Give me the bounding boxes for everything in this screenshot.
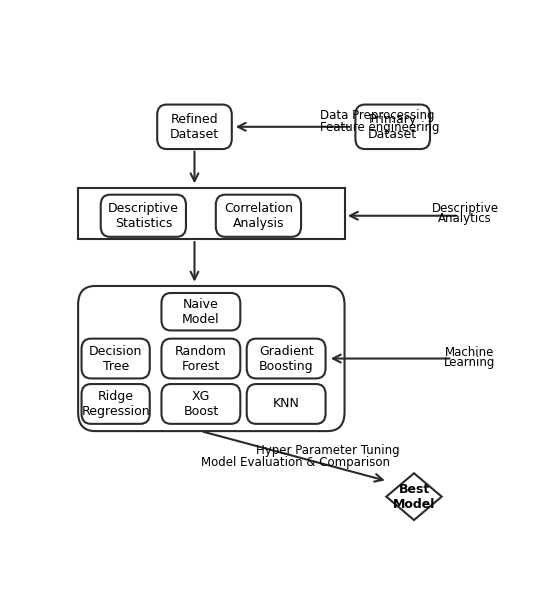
FancyBboxPatch shape (162, 384, 240, 424)
FancyBboxPatch shape (355, 105, 430, 149)
FancyBboxPatch shape (162, 293, 240, 331)
Text: Feature engineering: Feature engineering (320, 121, 440, 134)
FancyBboxPatch shape (81, 384, 150, 424)
Text: Best
Model: Best Model (393, 483, 435, 511)
Text: Model Evaluation & Comparison: Model Evaluation & Comparison (201, 456, 390, 469)
Text: Gradient
Boosting: Gradient Boosting (259, 345, 314, 373)
Text: Descriptive: Descriptive (432, 202, 499, 215)
Text: Refined
Dataset: Refined Dataset (170, 113, 219, 141)
FancyBboxPatch shape (81, 339, 150, 378)
Text: XG
Boost: XG Boost (183, 390, 218, 418)
Text: Data Preprocessing: Data Preprocessing (320, 109, 434, 122)
Text: Analytics: Analytics (438, 212, 492, 224)
Text: Random
Forest: Random Forest (175, 345, 227, 373)
Text: Descriptive
Statistics: Descriptive Statistics (108, 202, 179, 230)
Text: Correlation
Analysis: Correlation Analysis (224, 202, 293, 230)
FancyBboxPatch shape (216, 195, 301, 237)
FancyBboxPatch shape (78, 286, 344, 431)
FancyBboxPatch shape (247, 384, 326, 424)
Text: Machine: Machine (445, 347, 494, 359)
FancyBboxPatch shape (101, 195, 186, 237)
Polygon shape (386, 473, 442, 520)
Bar (78, 188, 344, 239)
Text: Hyper Parameter Tuning: Hyper Parameter Tuning (256, 444, 400, 457)
FancyBboxPatch shape (162, 339, 240, 378)
FancyBboxPatch shape (157, 105, 232, 149)
Text: Primary
Dataset: Primary Dataset (368, 113, 417, 141)
Text: Decision
Tree: Decision Tree (89, 345, 142, 373)
Text: Naive
Model: Naive Model (182, 298, 219, 326)
Text: Ridge
Regression: Ridge Regression (81, 390, 150, 418)
Text: KNN: KNN (273, 398, 300, 410)
Text: Learning: Learning (444, 356, 495, 369)
FancyBboxPatch shape (247, 339, 326, 378)
